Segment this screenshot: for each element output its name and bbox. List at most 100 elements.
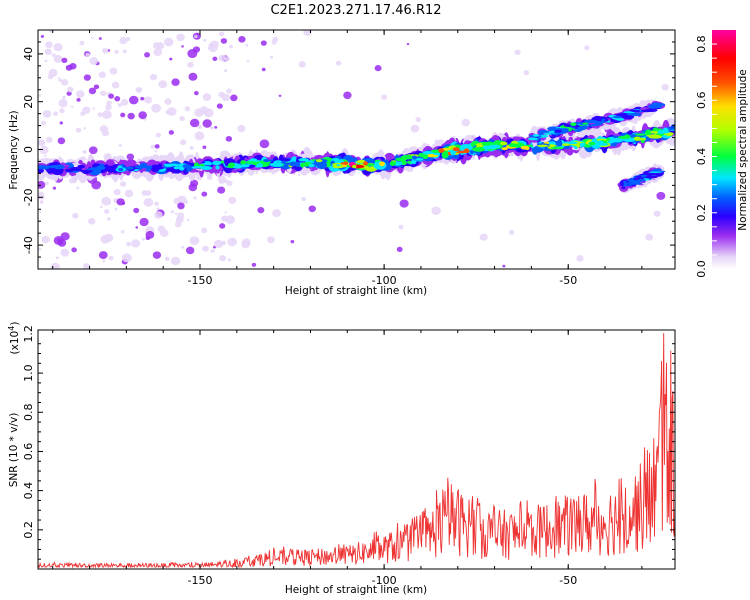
noise-speckle bbox=[502, 264, 506, 268]
upper-band-blob bbox=[532, 134, 540, 137]
x-tick-label: -100 bbox=[372, 574, 397, 587]
noise-speckle bbox=[202, 119, 212, 128]
main-band-blob bbox=[556, 141, 563, 147]
noise-speckle bbox=[53, 111, 58, 116]
noise-speckle bbox=[257, 206, 265, 214]
lower-band-blob bbox=[628, 182, 642, 185]
noise-speckle bbox=[130, 239, 141, 248]
snr-panel: -150 -100 -50 0.2 0.4 0.6 0.8 1.0 1.2 Height of… bbox=[7, 322, 676, 596]
main-band-blob bbox=[38, 168, 45, 174]
main-band-blob bbox=[389, 161, 396, 167]
noise-speckle bbox=[194, 131, 205, 141]
noise-speckle bbox=[61, 79, 69, 86]
main-band-blob bbox=[283, 158, 291, 162]
noise-speckle bbox=[159, 229, 169, 238]
main-band-blob bbox=[288, 161, 299, 167]
colorbar-tick-label: 0.4 bbox=[695, 148, 708, 166]
spectrogram-panel: -150 -100 -50 -40 -20 0 20 40 Height of straig… bbox=[8, 29, 676, 297]
noise-speckle bbox=[278, 94, 282, 97]
noise-speckle bbox=[120, 99, 129, 106]
x-tick-label: -100 bbox=[372, 274, 397, 287]
noise-speckle bbox=[164, 256, 170, 261]
noise-speckle bbox=[62, 95, 66, 100]
noise-speckle bbox=[118, 144, 122, 148]
main-band-blob bbox=[596, 142, 609, 146]
noise-speckle bbox=[149, 73, 158, 81]
main-band-blob bbox=[139, 162, 148, 168]
main-band-blob bbox=[520, 145, 530, 150]
noise-speckle bbox=[153, 48, 163, 56]
main-band-blob bbox=[662, 127, 669, 133]
noise-speckle bbox=[203, 108, 214, 118]
noise-speckle bbox=[508, 229, 515, 235]
main-band-blob bbox=[154, 166, 164, 170]
noise-speckle bbox=[661, 83, 669, 91]
noise-speckle bbox=[141, 237, 145, 241]
noise-speckle bbox=[41, 235, 50, 244]
noise-speckle bbox=[188, 72, 198, 81]
main-band-blob bbox=[488, 144, 501, 149]
noise-speckle bbox=[72, 212, 79, 219]
noise-speckle bbox=[217, 175, 227, 184]
noise-speckle bbox=[189, 118, 200, 128]
snr-frame bbox=[37, 329, 676, 570]
noise-speckle bbox=[75, 90, 85, 98]
noise-speckle bbox=[335, 60, 342, 66]
noise-speckle bbox=[39, 210, 42, 213]
noise-speckle bbox=[113, 188, 121, 196]
noise-speckle bbox=[183, 199, 188, 205]
noise-speckle bbox=[237, 124, 246, 133]
main-band-blob bbox=[433, 152, 439, 156]
noise-speckle bbox=[189, 145, 194, 150]
lower-band-blob bbox=[627, 180, 641, 183]
main-band-blob bbox=[452, 147, 460, 152]
main-band-blob bbox=[609, 138, 623, 143]
lower-band-blob bbox=[648, 172, 661, 175]
noise-speckle bbox=[138, 111, 147, 119]
noise-speckle bbox=[58, 78, 63, 82]
noise-speckle bbox=[75, 127, 82, 133]
noise-speckle bbox=[70, 105, 74, 108]
main-band-blob bbox=[579, 142, 585, 147]
upper-band-blob bbox=[590, 123, 600, 127]
noise-speckle bbox=[88, 146, 98, 155]
colorbar-tick-label: 0.6 bbox=[695, 92, 708, 110]
noise-speckle bbox=[126, 242, 132, 247]
noise-speckle bbox=[144, 52, 151, 58]
main-band-blob bbox=[637, 138, 647, 141]
noise-speckle bbox=[218, 31, 225, 37]
noise-speckle bbox=[576, 255, 584, 262]
noise-speckle bbox=[100, 90, 107, 97]
noise-speckle bbox=[89, 56, 99, 65]
noise-speckle bbox=[174, 212, 178, 215]
main-band-blob bbox=[634, 133, 646, 136]
noise-speckle bbox=[228, 196, 237, 204]
noise-speckle bbox=[202, 145, 207, 150]
y-tick-label: -20 bbox=[22, 188, 35, 206]
spectrogram-x-ticks: -150 -100 -50 bbox=[52, 30, 643, 287]
noise-speckle bbox=[177, 202, 185, 210]
noise-speckle bbox=[44, 48, 53, 56]
noise-speckle bbox=[186, 218, 190, 221]
main-band-blob bbox=[170, 163, 180, 167]
main-band-blob bbox=[441, 151, 449, 159]
main-band-blob bbox=[422, 151, 433, 155]
noise-speckle bbox=[108, 255, 114, 261]
noise-speckle bbox=[224, 211, 227, 214]
noise-speckle bbox=[101, 196, 112, 206]
noise-speckle bbox=[40, 34, 45, 38]
snr-plot-area bbox=[38, 330, 675, 569]
noise-speckle bbox=[145, 230, 155, 239]
noise-speckle bbox=[122, 49, 127, 54]
main-band-blob bbox=[411, 155, 418, 160]
noise-speckle bbox=[212, 56, 218, 62]
noise-speckle bbox=[120, 112, 126, 118]
noise-speckle bbox=[193, 196, 197, 200]
colorbar-label: Normalized spectral amplitude bbox=[737, 69, 749, 230]
noise-speckle bbox=[164, 98, 172, 105]
noise-speckle bbox=[61, 57, 68, 64]
upper-band-blob bbox=[537, 130, 550, 134]
main-band-blob bbox=[244, 161, 257, 164]
noise-speckle bbox=[201, 227, 208, 234]
snr-y-scale-factor: (x104) bbox=[7, 322, 21, 355]
